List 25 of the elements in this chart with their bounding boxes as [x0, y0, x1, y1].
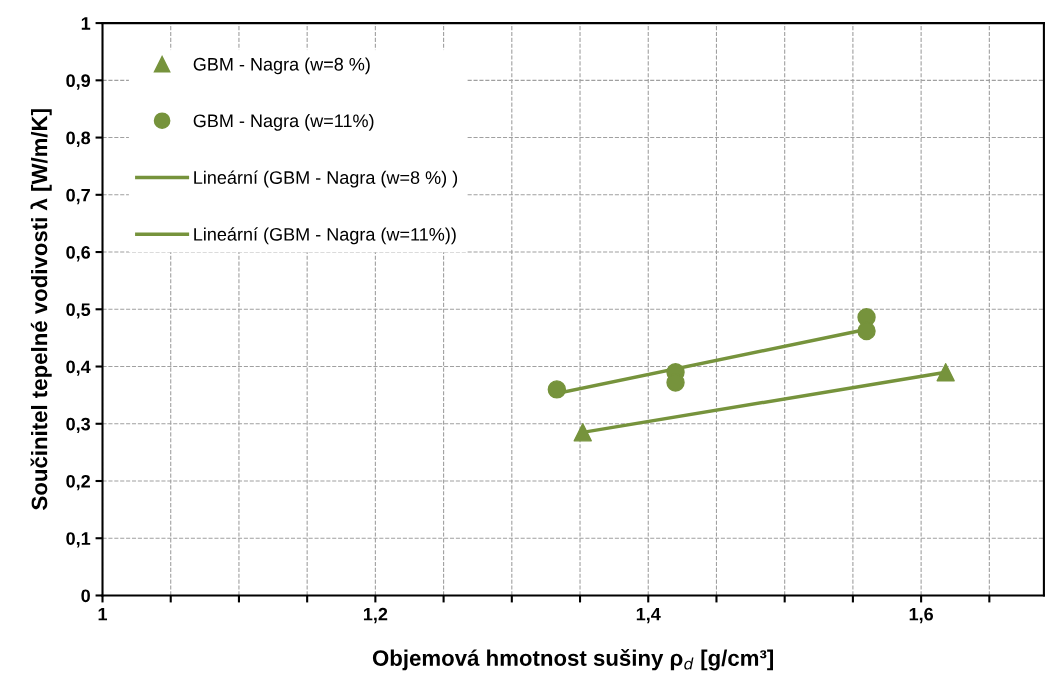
- x-tick-label: 1,2: [363, 607, 388, 624]
- x-axis-title: Objemová hmotnost sušiny ρ$_{d}$ [g/cm³]: [372, 649, 773, 671]
- legend-label: GBM - Nagra (w=8 %): [193, 57, 370, 75]
- point: [936, 363, 955, 382]
- y-tick-label: 0,5: [66, 303, 91, 319]
- x-tick-label: 1,4: [636, 607, 661, 624]
- y-tick-label: 1: [81, 17, 91, 30]
- y-tick-label: 0,6: [66, 245, 91, 262]
- y-tick-label: 0,4: [66, 360, 91, 376]
- point: [857, 321, 876, 341]
- y-tick-label: 0,1: [66, 532, 91, 548]
- point: [573, 423, 592, 442]
- y-tick-label: 0,7: [66, 188, 90, 205]
- y-tick-label: 0,9: [66, 74, 91, 90]
- point: [547, 380, 567, 399]
- legend-label: Lineární (GBM - Nagra (w=11%)): [194, 227, 456, 245]
- y-tick-label: 0,8: [66, 131, 91, 147]
- x-tick-label: 1: [98, 607, 108, 621]
- y-axis-title: Součinitel tepelné vodivosti λ [W/m/K]: [30, 109, 52, 510]
- y-tick-label: 0,3: [66, 417, 91, 434]
- legend-label: GBM - Nagra (w=11%): [193, 113, 374, 131]
- legend-label: Lineární (GBM - Nagra (w=8 %) ): [194, 170, 458, 188]
- x-tick-label: 1,6: [909, 607, 934, 624]
- y-tick-label: 0: [81, 589, 90, 603]
- y-tick-label: 0,2: [66, 474, 90, 491]
